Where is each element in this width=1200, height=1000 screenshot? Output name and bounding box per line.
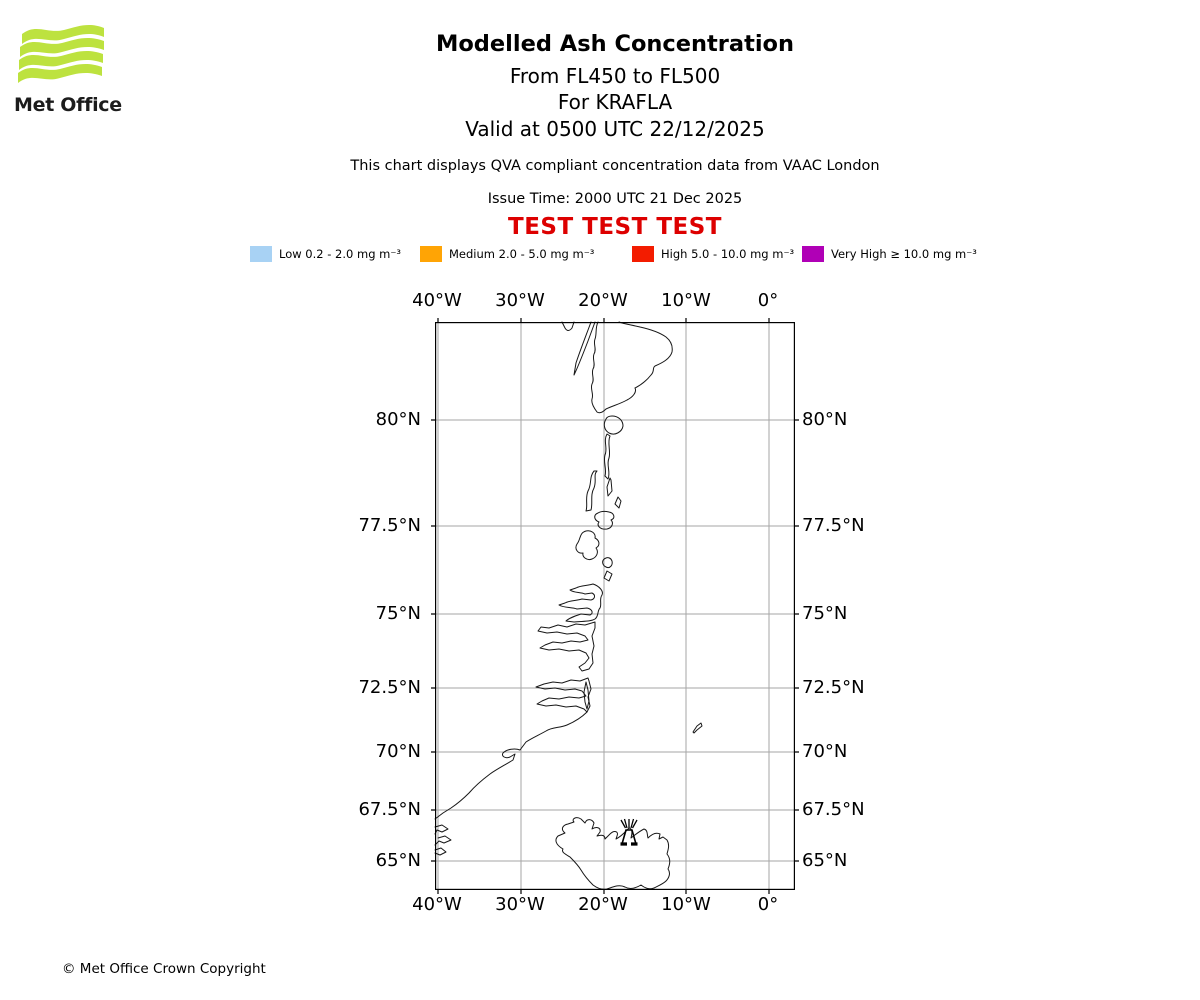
map-frame: [435, 322, 795, 890]
lon-label-bottom-0: 0°: [757, 894, 779, 915]
coast-ne-greenland-notch: [561, 321, 575, 331]
legend-item-low: Low 0.2 - 2.0 mg m⁻³: [250, 245, 401, 262]
lat-label-right-72-5n: 72.5°N: [802, 677, 865, 698]
lat-label-left-65n: 65°N: [375, 850, 421, 871]
legend-label-high: High 5.0 - 10.0 mg m⁻³: [661, 246, 795, 261]
coast-bit-1: [602, 557, 613, 568]
lat-label-left-70n: 70°N: [375, 741, 421, 762]
coast-tall-island: [585, 470, 598, 512]
lon-label-bottom-40w: 40°W: [412, 894, 462, 915]
coast-mass-mid: [575, 530, 600, 560]
legend-label-low: Low 0.2 - 2.0 mg m⁻³: [279, 246, 402, 261]
legend-item-medium: Medium 2.0 - 5.0 mg m⁻³: [420, 245, 594, 262]
coast-sliver-2: [614, 496, 622, 509]
lon-label-top-20w: 20°W: [578, 290, 628, 311]
coast-fjords-north: [537, 621, 596, 672]
legend-swatch-low: [250, 245, 272, 262]
page-title: Modelled Ash Concentration: [435, 31, 795, 57]
lat-label-right-65n: 65°N: [802, 850, 848, 871]
coast-sw-squiggle-1: [434, 824, 449, 835]
coast-blob-20w: [594, 510, 615, 530]
lat-label-left-80n: 80°N: [375, 409, 421, 430]
met-office-logo: Met Office: [14, 22, 124, 116]
graticule-grid: [435, 322, 795, 890]
coast-fjord-sliver: [583, 681, 590, 710]
lat-label-right-75n: 75°N: [802, 603, 848, 624]
lat-label-left-72-5n: 72.5°N: [358, 677, 421, 698]
legend-label-medium: Medium 2.0 - 5.0 mg m⁻³: [449, 246, 595, 261]
coast-iceland: [555, 817, 671, 890]
subtitle-valid-time: Valid at 0500 UTC 22/12/2025: [465, 117, 765, 141]
lon-label-bottom-20w: 20°W: [578, 894, 628, 915]
met-office-wordmark: Met Office: [14, 94, 122, 116]
legend-swatch-very-high: [802, 245, 824, 262]
coast-fjords-south: [535, 677, 592, 713]
test-banner: TEST TEST TEST: [508, 214, 722, 240]
coast-se-greenland: [434, 711, 588, 820]
volcano-marker-krafla: [620, 818, 638, 846]
coast-spiky-peninsula: [558, 583, 603, 623]
legend-item-very-high: Very High ≥ 10.0 mg m⁻³: [802, 245, 977, 262]
lat-label-right-80n: 80°N: [802, 409, 848, 430]
map-panel: [431, 318, 799, 894]
issue-time: Issue Time: 2000 UTC 21 Dec 2025: [487, 191, 743, 207]
legend-swatch-medium: [420, 245, 442, 262]
lat-label-left-67-5n: 67.5°N: [358, 799, 421, 820]
coast-sliver-1: [606, 477, 613, 497]
lat-label-right-67-5n: 67.5°N: [802, 799, 865, 820]
qva-compliance-note: This chart displays QVA compliant concen…: [350, 158, 880, 174]
lon-label-top-0: 0°: [757, 290, 779, 311]
axis-tick-marks: [431, 318, 799, 894]
lon-label-bottom-30w: 30°W: [495, 894, 545, 915]
coast-sw-squiggle-3: [434, 847, 447, 856]
map-canvas: [431, 318, 799, 894]
coast-island-round: [603, 415, 624, 435]
coast-ne-greenland-mainland: [590, 321, 673, 414]
lat-label-right-77-5n: 77.5°N: [802, 515, 865, 536]
legend-label-very-high: Very High ≥ 10.0 mg m⁻³: [831, 246, 977, 261]
coastlines: [434, 321, 703, 890]
lon-label-top-30w: 30°W: [495, 290, 545, 311]
coast-strip: [603, 433, 611, 480]
lon-label-bottom-10w: 10°W: [661, 894, 711, 915]
subtitle-flight-levels: From FL450 to FL500: [509, 64, 721, 88]
subtitle-volcano: For KRAFLA: [557, 90, 673, 114]
lat-label-left-77-5n: 77.5°N: [358, 515, 421, 536]
coast-jan-mayen: [692, 722, 703, 734]
lat-label-right-70n: 70°N: [802, 741, 848, 762]
copyright-notice: © Met Office Crown Copyright: [62, 961, 266, 977]
lon-label-top-40w: 40°W: [412, 290, 462, 311]
lon-label-top-10w: 10°W: [661, 290, 711, 311]
lat-label-left-75n: 75°N: [375, 603, 421, 624]
met-office-waves-icon: [18, 24, 104, 83]
coast-bit-2: [603, 570, 613, 582]
coast-sw-squiggle-2: [434, 835, 452, 846]
coast-ne-greenland-wedge: [573, 321, 596, 376]
legend-swatch-high: [632, 245, 654, 262]
legend-item-high: High 5.0 - 10.0 mg m⁻³: [632, 245, 794, 262]
